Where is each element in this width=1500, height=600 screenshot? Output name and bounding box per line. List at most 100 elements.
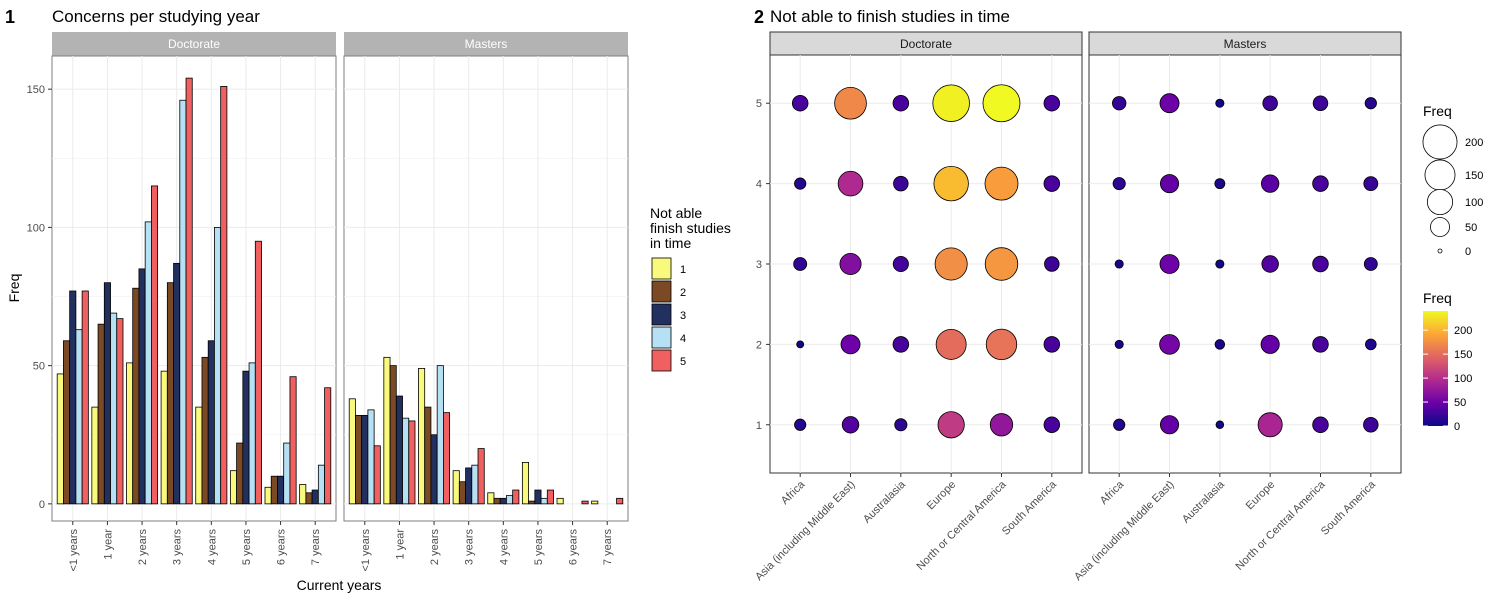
x-tick-label: 3 years	[464, 529, 476, 566]
x-tick-label: Australasia	[861, 478, 909, 526]
bar-masters-3-4	[499, 497, 507, 505]
bar-masters-4-0	[367, 409, 375, 505]
facet-masters-dot: Masters	[1088, 31, 1402, 474]
point-masters-2-0	[1114, 339, 1124, 349]
bar-doctorate-4-6	[283, 442, 291, 505]
bar-doctorate-3-6	[277, 475, 285, 505]
point-doctorate-4-2	[893, 175, 909, 192]
bar-doctorate-3-4	[207, 340, 215, 505]
bar-doctorate-2-5	[236, 442, 244, 505]
y-tick-label: 0	[39, 499, 45, 511]
point-doctorate-3-0	[793, 257, 808, 271]
x-tick-label: 6 years	[568, 529, 580, 566]
point-masters-4-4	[1312, 175, 1329, 192]
point-doctorate-4-5	[1043, 175, 1061, 192]
legend-label-1: 1	[680, 264, 686, 276]
bar-doctorate-5-5	[254, 240, 262, 505]
point-masters-5-4	[1312, 95, 1329, 111]
bar-doctorate-2-0	[63, 340, 71, 505]
x-tick-label: 7 years	[310, 529, 322, 566]
point-masters-3-5	[1363, 257, 1378, 271]
bar-doctorate-1-4	[195, 406, 203, 505]
strip-label-masters-2: Masters	[1224, 37, 1267, 51]
point-masters-3-3	[1261, 255, 1279, 273]
legend-title-line-3: in time	[650, 235, 691, 251]
point-doctorate-1-3	[937, 411, 965, 439]
bar-masters-2-1	[389, 365, 397, 505]
x-tick-label: South America	[1319, 478, 1379, 538]
color-legend-label: 150	[1454, 349, 1472, 361]
bar-doctorate-5-3	[185, 77, 193, 505]
bar-masters-3-1	[395, 395, 403, 505]
point-doctorate-1-5	[1043, 416, 1061, 434]
legend-label-5: 5	[680, 356, 686, 368]
point-masters-4-3	[1261, 174, 1280, 193]
bar-doctorate-3-1	[103, 282, 111, 505]
x-tick-label: 4 years	[498, 529, 510, 566]
bar-masters-4-3	[471, 464, 479, 505]
strip-label-doctorate-1: Doctorate	[168, 37, 220, 51]
y-tick-label: 1	[756, 420, 762, 432]
bar-doctorate-3-3	[173, 262, 181, 505]
point-doctorate-2-4	[985, 328, 1018, 361]
bar-doctorate-1-0	[56, 373, 64, 505]
size-legend-label: 50	[1465, 222, 1477, 234]
point-doctorate-3-3	[934, 247, 968, 281]
bar-masters-3-3	[465, 467, 473, 505]
bar-masters-5-6	[581, 500, 589, 505]
x-tick-label: 1 year	[394, 529, 406, 560]
panel-tag-1: 1	[5, 7, 15, 27]
bar-doctorate-4-5	[248, 362, 256, 505]
bar-masters-2-5	[528, 500, 536, 505]
point-masters-4-1	[1159, 174, 1180, 194]
point-masters-5-3	[1262, 95, 1278, 111]
bar-doctorate-2-4	[201, 356, 209, 505]
bar-doctorate-1-2	[126, 362, 134, 505]
size-legend-label: 150	[1465, 170, 1483, 182]
x-tick-label: Europe	[925, 479, 959, 513]
bar-doctorate-1-3	[160, 370, 168, 505]
legend-title-line-1: Not able	[650, 205, 702, 221]
bar-masters-1-1	[383, 356, 391, 505]
bar-doctorate-2-1	[97, 323, 105, 505]
x-tick-label: Europe	[1244, 479, 1278, 513]
size-legend-title: Freq	[1423, 103, 1452, 119]
point-doctorate-5-0	[791, 95, 809, 112]
bar-masters-5-0	[373, 445, 381, 505]
strip-doctorate-1	[52, 32, 336, 56]
color-legend-label: 50	[1454, 397, 1466, 409]
bar-doctorate-5-4	[220, 86, 228, 505]
bar-masters-1-6	[556, 497, 564, 505]
bar-doctorate-5-7	[324, 387, 332, 505]
point-doctorate-5-1	[834, 86, 867, 120]
y-tick-label: 100	[27, 222, 45, 234]
bars-1	[56, 77, 624, 505]
point-doctorate-1-4	[989, 413, 1014, 437]
color-legend-2: Freq 200 150 100 50 0	[1423, 290, 1472, 433]
bar-doctorate-3-7	[311, 489, 319, 505]
strip-label-masters-1: Masters	[465, 37, 508, 51]
x-tick-label: 7 years	[602, 529, 614, 566]
bar-masters-3-5	[534, 489, 542, 505]
point-masters-1-0	[1113, 418, 1126, 431]
bar-doctorate-4-1	[110, 312, 118, 505]
bar-doctorate-4-4	[214, 226, 222, 505]
bar-masters-4-2	[436, 365, 444, 505]
x-axis-title-1: Current years	[297, 577, 382, 593]
point-masters-3-2	[1215, 259, 1225, 269]
point-masters-1-4	[1312, 416, 1329, 434]
color-legend-label: 0	[1454, 421, 1460, 433]
bar-doctorate-2-2	[132, 287, 140, 505]
point-masters-5-1	[1159, 93, 1180, 114]
bar-doctorate-5-2	[150, 185, 159, 505]
size-legend-label: 200	[1465, 137, 1483, 149]
legend-key-5	[651, 349, 672, 372]
bar-masters-5-4	[512, 489, 520, 505]
point-masters-3-0	[1114, 259, 1124, 269]
point-doctorate-1-1	[841, 416, 860, 434]
point-doctorate-5-5	[1043, 95, 1061, 112]
point-masters-1-1	[1159, 415, 1180, 435]
point-doctorate-2-2	[892, 336, 910, 353]
bar-doctorate-1-5	[229, 470, 237, 505]
point-doctorate-3-4	[984, 247, 1019, 281]
